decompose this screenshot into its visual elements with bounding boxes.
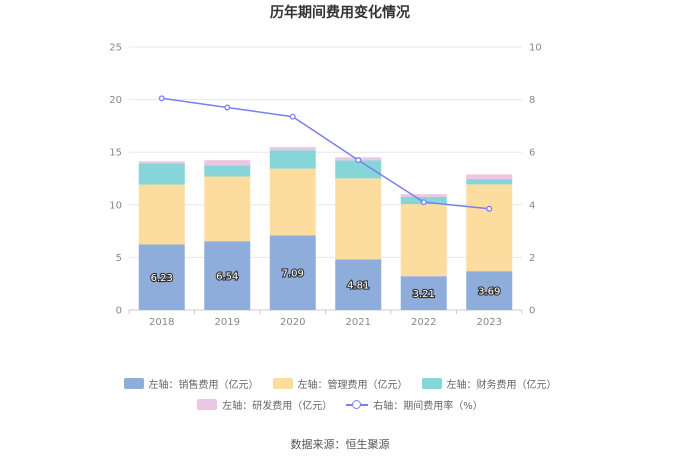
- bar-rnd: [204, 160, 251, 166]
- bar-admin: [204, 176, 251, 242]
- bar-value-label: 3.21: [413, 289, 435, 300]
- legend-item-rate[interactable]: 右轴：期间费用率（%）: [346, 397, 483, 412]
- left-axis-tick-label: 5: [116, 253, 122, 264]
- bar-admin: [269, 168, 316, 236]
- left-axis: 0 5 10 15 20 25: [109, 43, 122, 317]
- bar-finance: [204, 165, 251, 177]
- left-axis-tick-label: 25: [109, 43, 122, 54]
- bar-rnd: [400, 194, 447, 197]
- bar-value-labels: 6.23 6.54 7.09 4.81 3.21 3.69: [150, 268, 502, 302]
- rate-point: [486, 205, 493, 212]
- legend-swatch-rate: [346, 399, 369, 410]
- bar-value-label: 3.69: [478, 287, 500, 298]
- bar-sales: [204, 241, 251, 310]
- legend-swatch-finance: [421, 378, 442, 389]
- data-source: 数据来源：恒生聚源: [290, 438, 390, 451]
- x-axis-tick-label: 2022: [411, 317, 436, 328]
- x-axis-tick-label: 2019: [215, 317, 240, 328]
- bar-sales: [269, 235, 316, 310]
- right-axis-tick-label: 4: [529, 200, 535, 211]
- right-axis-tick-label: 2: [529, 253, 535, 264]
- x-axis-tick-label: 2023: [477, 317, 502, 328]
- bars: [138, 147, 513, 310]
- bar-finance: [335, 160, 382, 179]
- legend-label-admin: 左轴：管理费用（亿元）: [297, 380, 408, 391]
- bar-admin: [466, 184, 513, 272]
- rate-point: [420, 199, 427, 206]
- right-axis-tick-label: 8: [529, 95, 535, 106]
- rate-line: [158, 95, 493, 212]
- left-axis-tick-label: 20: [109, 95, 122, 106]
- rate-line-path: [161, 97, 490, 210]
- legend-item-finance[interactable]: 左轴：财务费用（亿元）: [421, 376, 557, 391]
- legend-label-rate: 右轴：期间费用率（%）: [373, 401, 483, 412]
- bar-admin: [335, 178, 382, 260]
- right-axis-tick-label: 6: [529, 148, 535, 159]
- bar-value-label: 4.81: [347, 281, 369, 292]
- legend-label-rnd: 左轴：研发费用（亿元）: [222, 401, 333, 412]
- chart-title: 历年期间费用变化情况: [270, 4, 410, 21]
- rate-point: [355, 157, 362, 164]
- bar-sales: [335, 259, 382, 310]
- bar-finance: [466, 179, 513, 185]
- legend-label-finance: 左轴：财务费用（亿元）: [446, 380, 557, 391]
- bar-finance: [138, 163, 185, 185]
- bar-sales: [466, 271, 513, 310]
- x-axis-tick-label: 2018: [149, 317, 174, 328]
- bar-value-label: 6.23: [151, 273, 173, 284]
- left-axis-tick-label: 10: [109, 200, 122, 211]
- bar-rnd: [138, 161, 185, 164]
- x-axis: 2018 2019 2020 2021 2022 2023: [128, 310, 523, 328]
- legend-item-rnd[interactable]: 左轴：研发费用（亿元）: [197, 397, 332, 412]
- right-axis-tick-label: 0: [529, 306, 535, 317]
- bar-value-label: 7.09: [282, 269, 304, 280]
- right-axis: 0 2 4 6 8 10: [529, 43, 542, 317]
- grid-lines: [129, 46, 522, 311]
- rate-point: [224, 104, 231, 111]
- chart-area: 历年期间费用变化情况 0 5 10 15 20 25 0 2 4 6 8 10 6.23 6.54 7.…: [109, 4, 542, 328]
- left-axis-tick-label: 15: [109, 148, 122, 159]
- bar-sales: [138, 244, 185, 310]
- legend-item-sales[interactable]: 左轴：销售费用（亿元）: [123, 376, 259, 391]
- bar-admin: [400, 204, 447, 277]
- x-axis-tick-label: 2020: [280, 317, 305, 328]
- legend-swatch-sales: [123, 378, 144, 389]
- bar-value-label: 6.54: [216, 272, 238, 283]
- left-axis-tick-label: 0: [116, 306, 122, 317]
- rate-point: [289, 113, 296, 120]
- x-axis-tick-label: 2021: [346, 317, 371, 328]
- legend-label-sales: 左轴：销售费用（亿元）: [148, 380, 259, 391]
- legend-swatch-rnd: [197, 399, 218, 410]
- bar-sales: [400, 276, 447, 310]
- rate-point: [158, 95, 165, 102]
- bar-admin: [138, 184, 185, 245]
- bar-finance: [269, 150, 316, 169]
- bar-rnd: [466, 174, 513, 180]
- legend-item-admin[interactable]: 左轴：管理费用（亿元）: [272, 376, 408, 391]
- right-axis-tick-label: 10: [529, 43, 542, 54]
- legend: 左轴：销售费用（亿元） 左轴：管理费用（亿元） 左轴：财务费用（亿元） 左轴：研…: [0, 376, 680, 418]
- bar-rnd: [269, 147, 316, 151]
- legend-swatch-admin: [272, 378, 293, 389]
